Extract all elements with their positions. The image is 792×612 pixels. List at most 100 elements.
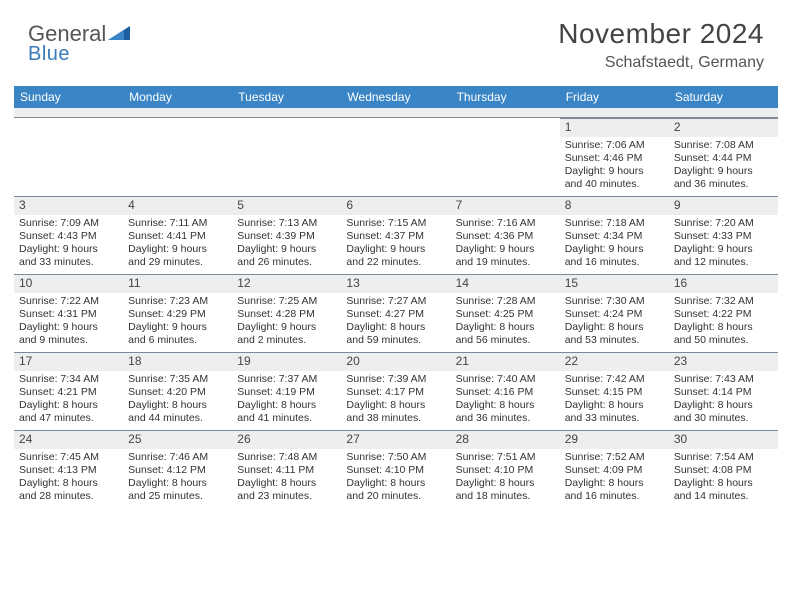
daylight2-line: and 44 minutes. <box>128 412 227 425</box>
sunset-line: Sunset: 4:17 PM <box>346 386 445 399</box>
daylight1-line: Daylight: 9 hours <box>565 165 664 178</box>
cell-body: Sunrise: 7:42 AMSunset: 4:15 PMDaylight:… <box>560 371 669 430</box>
daylight2-line: and 16 minutes. <box>565 256 664 269</box>
day-number: 22 <box>560 352 669 371</box>
sunrise-line: Sunrise: 7:37 AM <box>237 373 336 386</box>
daylight1-line: Daylight: 8 hours <box>674 399 773 412</box>
sunset-line: Sunset: 4:12 PM <box>128 464 227 477</box>
daylight1-line: Daylight: 9 hours <box>237 243 336 256</box>
daylight2-line: and 2 minutes. <box>237 334 336 347</box>
sunrise-line: Sunrise: 7:11 AM <box>128 217 227 230</box>
sunrise-line: Sunrise: 7:20 AM <box>674 217 773 230</box>
sunset-line: Sunset: 4:43 PM <box>19 230 118 243</box>
day-number: 25 <box>123 430 232 449</box>
cell-body <box>341 136 450 142</box>
sunrise-line: Sunrise: 7:16 AM <box>456 217 555 230</box>
calendar-cell: 30Sunrise: 7:54 AMSunset: 4:08 PMDayligh… <box>669 430 778 508</box>
daylight2-line: and 12 minutes. <box>674 256 773 269</box>
sunset-line: Sunset: 4:08 PM <box>674 464 773 477</box>
daylight2-line: and 30 minutes. <box>674 412 773 425</box>
daylight1-line: Daylight: 8 hours <box>346 477 445 490</box>
calendar-cell: 7Sunrise: 7:16 AMSunset: 4:36 PMDaylight… <box>451 196 560 274</box>
day-number: 16 <box>669 274 778 293</box>
daylight2-line: and 26 minutes. <box>237 256 336 269</box>
day-number: 6 <box>341 196 450 215</box>
daylight1-line: Daylight: 8 hours <box>565 399 664 412</box>
cell-body: Sunrise: 7:13 AMSunset: 4:39 PMDaylight:… <box>232 215 341 274</box>
day-number: 8 <box>560 196 669 215</box>
day-number <box>232 118 341 136</box>
sunrise-line: Sunrise: 7:43 AM <box>674 373 773 386</box>
calendar-cell: 12Sunrise: 7:25 AMSunset: 4:28 PMDayligh… <box>232 274 341 352</box>
daylight2-line: and 56 minutes. <box>456 334 555 347</box>
daylight2-line: and 25 minutes. <box>128 490 227 503</box>
dow-thursday: Thursday <box>451 86 560 108</box>
sunset-line: Sunset: 4:28 PM <box>237 308 336 321</box>
calendar-cell: 15Sunrise: 7:30 AMSunset: 4:24 PMDayligh… <box>560 274 669 352</box>
sunset-line: Sunset: 4:37 PM <box>346 230 445 243</box>
day-number: 5 <box>232 196 341 215</box>
sunset-line: Sunset: 4:16 PM <box>456 386 555 399</box>
logo: General Blue <box>28 18 130 64</box>
logo-word2: Blue <box>28 43 70 65</box>
sunset-line: Sunset: 4:44 PM <box>674 152 773 165</box>
daylight1-line: Daylight: 9 hours <box>456 243 555 256</box>
logo-triangle-icon <box>108 24 130 43</box>
calendar-cell <box>232 118 341 196</box>
sunrise-line: Sunrise: 7:09 AM <box>19 217 118 230</box>
spacer-row <box>14 108 778 118</box>
calendar-cell: 8Sunrise: 7:18 AMSunset: 4:34 PMDaylight… <box>560 196 669 274</box>
sunset-line: Sunset: 4:10 PM <box>456 464 555 477</box>
month-title: November 2024 <box>558 18 764 50</box>
calendar-cell: 20Sunrise: 7:39 AMSunset: 4:17 PMDayligh… <box>341 352 450 430</box>
day-number <box>14 118 123 136</box>
sunrise-line: Sunrise: 7:18 AM <box>565 217 664 230</box>
day-number: 3 <box>14 196 123 215</box>
sunset-line: Sunset: 4:19 PM <box>237 386 336 399</box>
sunset-line: Sunset: 4:33 PM <box>674 230 773 243</box>
sunset-line: Sunset: 4:13 PM <box>19 464 118 477</box>
cell-body: Sunrise: 7:45 AMSunset: 4:13 PMDaylight:… <box>14 449 123 508</box>
calendar-cell: 22Sunrise: 7:42 AMSunset: 4:15 PMDayligh… <box>560 352 669 430</box>
calendar-week: 1Sunrise: 7:06 AMSunset: 4:46 PMDaylight… <box>14 118 778 196</box>
daylight1-line: Daylight: 8 hours <box>456 321 555 334</box>
day-number: 9 <box>669 196 778 215</box>
calendar-cell: 21Sunrise: 7:40 AMSunset: 4:16 PMDayligh… <box>451 352 560 430</box>
sunrise-line: Sunrise: 7:48 AM <box>237 451 336 464</box>
sunset-line: Sunset: 4:10 PM <box>346 464 445 477</box>
calendar-cell: 28Sunrise: 7:51 AMSunset: 4:10 PMDayligh… <box>451 430 560 508</box>
cell-body: Sunrise: 7:48 AMSunset: 4:11 PMDaylight:… <box>232 449 341 508</box>
day-number: 23 <box>669 352 778 371</box>
daylight2-line: and 20 minutes. <box>346 490 445 503</box>
cell-body: Sunrise: 7:20 AMSunset: 4:33 PMDaylight:… <box>669 215 778 274</box>
cell-body: Sunrise: 7:39 AMSunset: 4:17 PMDaylight:… <box>341 371 450 430</box>
cell-body: Sunrise: 7:34 AMSunset: 4:21 PMDaylight:… <box>14 371 123 430</box>
sunset-line: Sunset: 4:31 PM <box>19 308 118 321</box>
page-header: General Blue November 2024 Schafstaedt, … <box>0 0 792 78</box>
daylight2-line: and 38 minutes. <box>346 412 445 425</box>
daylight1-line: Daylight: 8 hours <box>19 477 118 490</box>
cell-body <box>123 136 232 142</box>
sunset-line: Sunset: 4:09 PM <box>565 464 664 477</box>
day-number: 10 <box>14 274 123 293</box>
cell-body: Sunrise: 7:50 AMSunset: 4:10 PMDaylight:… <box>341 449 450 508</box>
day-number: 21 <box>451 352 560 371</box>
sunset-line: Sunset: 4:20 PM <box>128 386 227 399</box>
daylight1-line: Daylight: 8 hours <box>456 477 555 490</box>
daylight2-line: and 18 minutes. <box>456 490 555 503</box>
daylight2-line: and 23 minutes. <box>237 490 336 503</box>
sunrise-line: Sunrise: 7:23 AM <box>128 295 227 308</box>
day-number: 2 <box>669 118 778 137</box>
cell-body: Sunrise: 7:30 AMSunset: 4:24 PMDaylight:… <box>560 293 669 352</box>
calendar-cell: 19Sunrise: 7:37 AMSunset: 4:19 PMDayligh… <box>232 352 341 430</box>
sunrise-line: Sunrise: 7:13 AM <box>237 217 336 230</box>
daylight1-line: Daylight: 8 hours <box>128 477 227 490</box>
calendar-cell: 26Sunrise: 7:48 AMSunset: 4:11 PMDayligh… <box>232 430 341 508</box>
cell-body: Sunrise: 7:54 AMSunset: 4:08 PMDaylight:… <box>669 449 778 508</box>
sunrise-line: Sunrise: 7:50 AM <box>346 451 445 464</box>
dow-friday: Friday <box>560 86 669 108</box>
daylight1-line: Daylight: 8 hours <box>456 399 555 412</box>
logo-text: General Blue <box>28 24 130 64</box>
calendar-cell: 4Sunrise: 7:11 AMSunset: 4:41 PMDaylight… <box>123 196 232 274</box>
sunset-line: Sunset: 4:41 PM <box>128 230 227 243</box>
